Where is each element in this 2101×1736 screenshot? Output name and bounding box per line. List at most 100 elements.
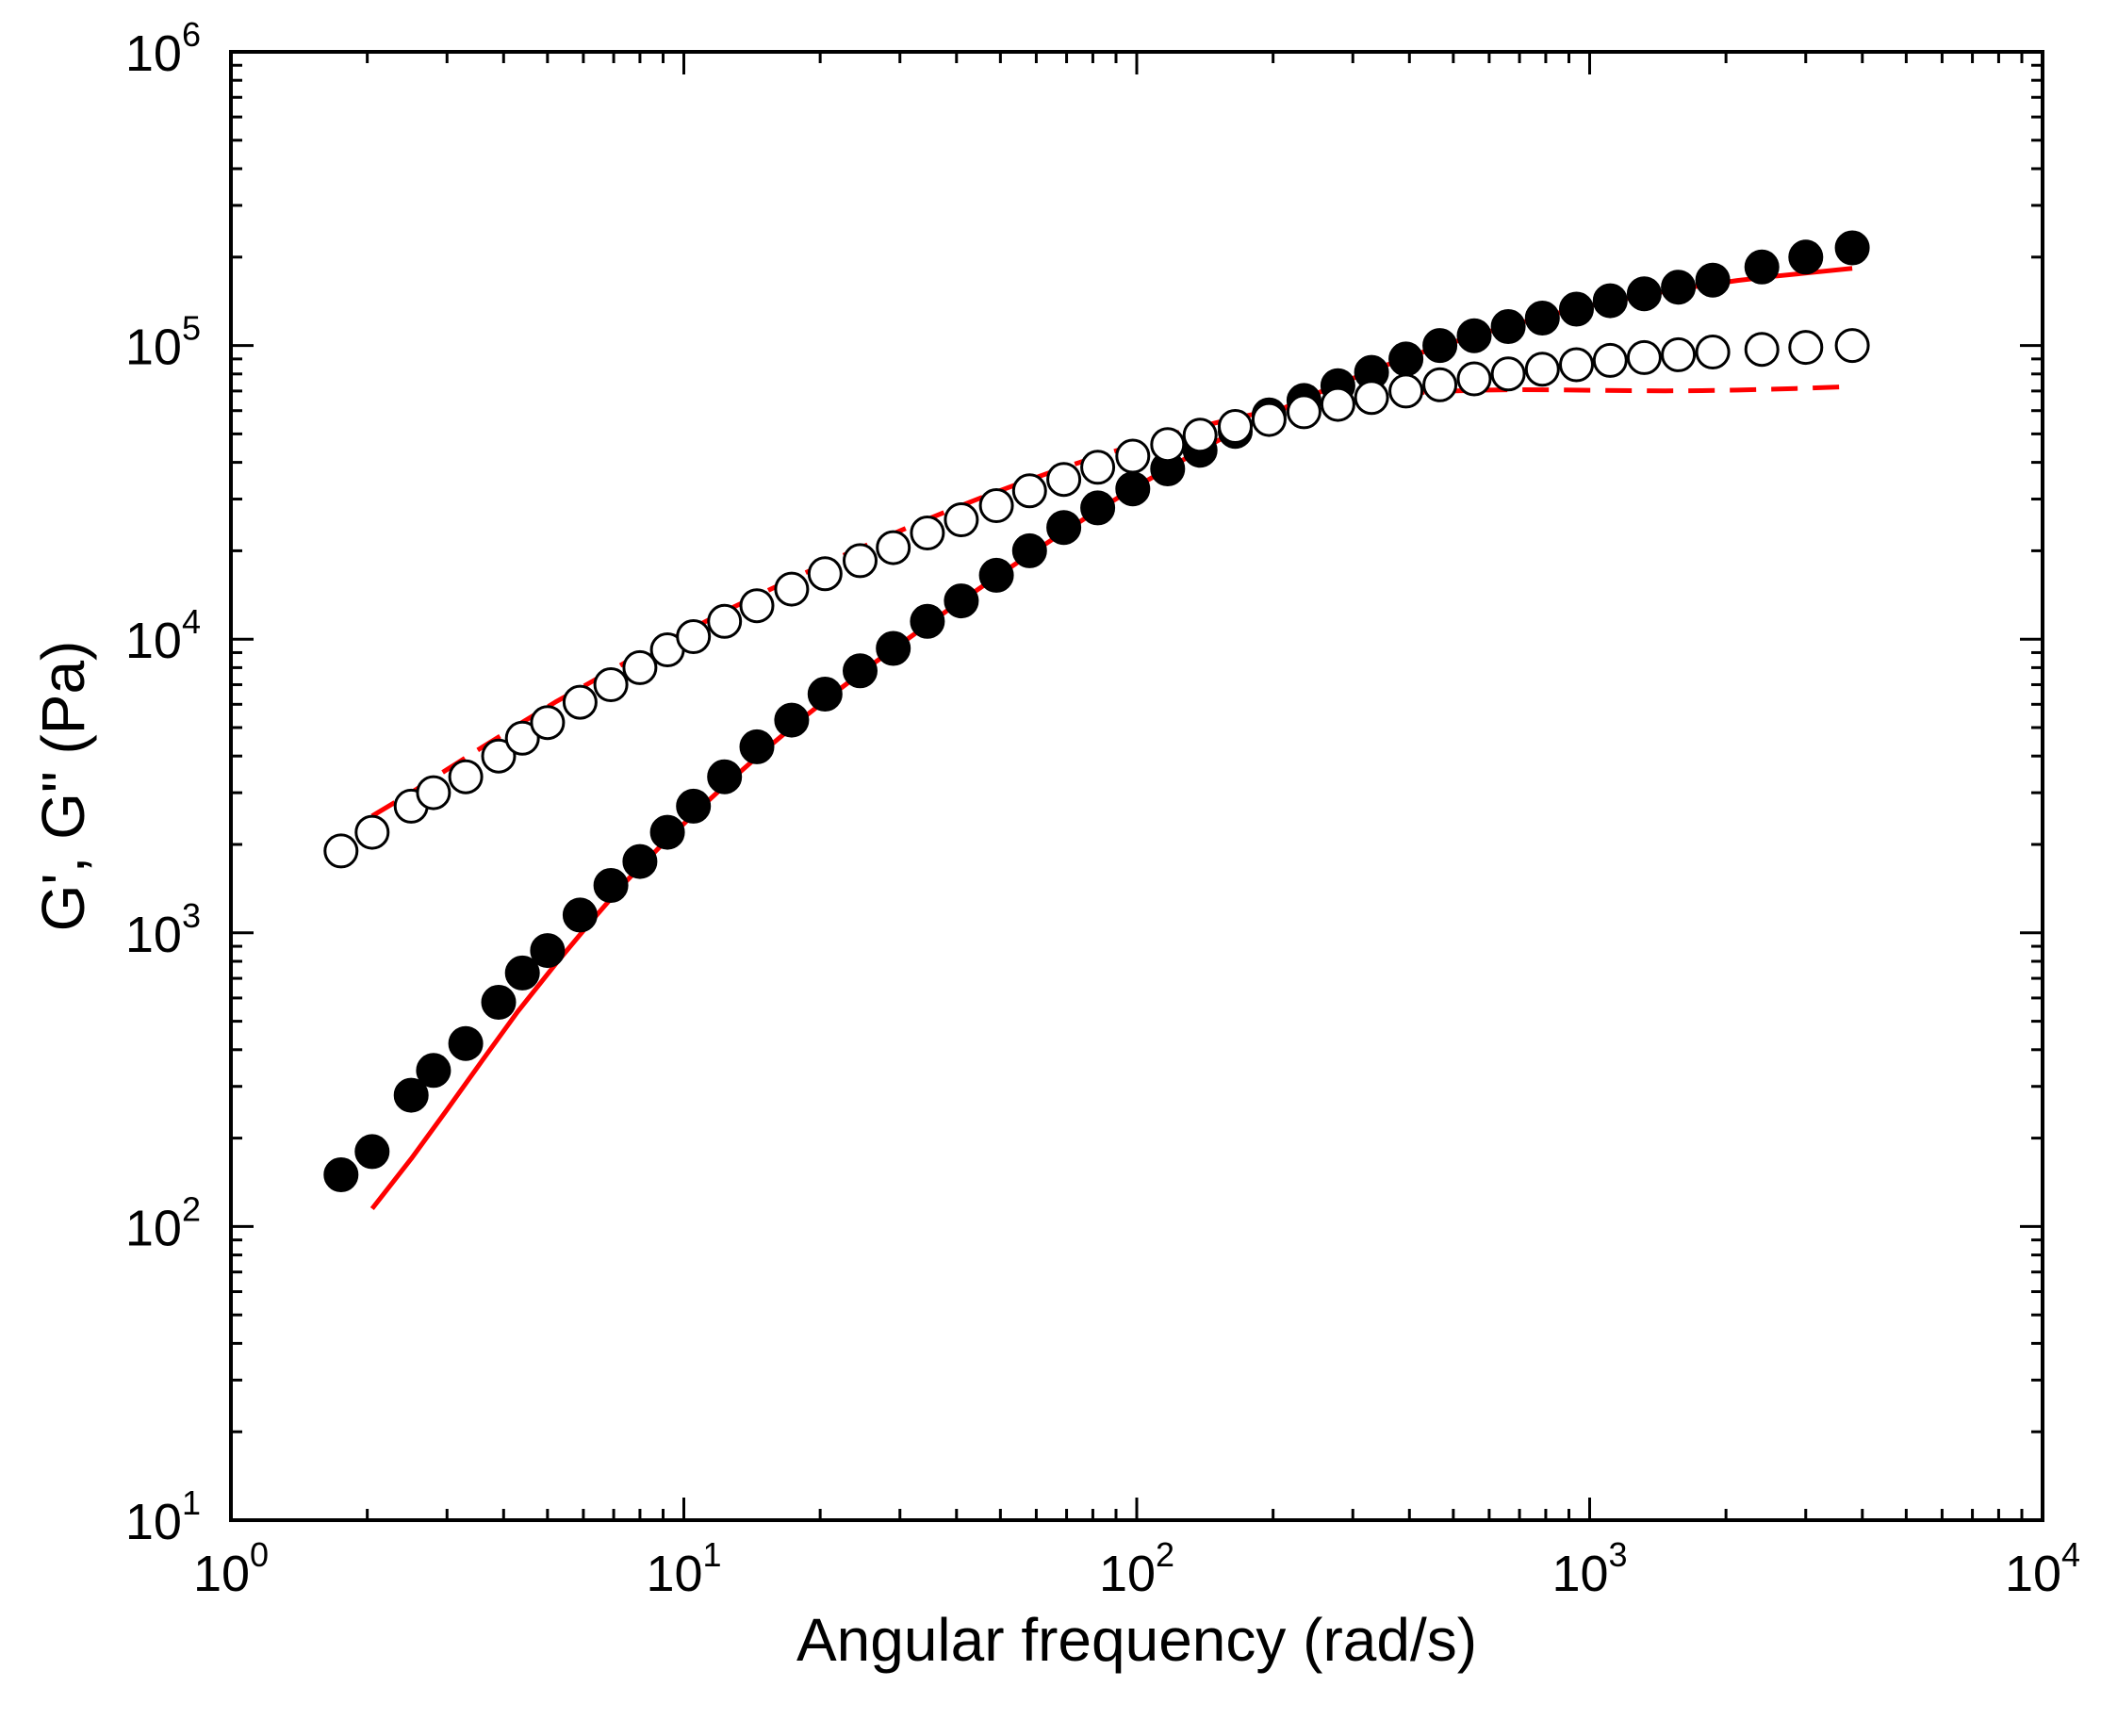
loss-modulus-point [323,833,359,869]
x-tick-base: 10 [193,1546,250,1602]
loss-modulus-point [676,619,712,654]
storage-modulus-point [354,1134,390,1170]
y-tick-label: 106 [125,15,201,82]
storage-modulus-point [739,729,775,764]
loss-modulus-point [1150,427,1186,463]
storage-modulus-point [707,759,743,794]
x-tick-base: 10 [646,1546,702,1602]
loss-modulus-point [1080,450,1116,485]
x-tick-exponent: 1 [703,1535,722,1574]
storage-modulus-point [530,933,566,969]
loss-modulus-point [843,543,878,579]
loss-modulus-point [1559,347,1594,383]
loss-modulus-point [1182,418,1218,453]
loss-modulus-point [1115,438,1151,474]
storage-modulus-point [1011,532,1047,568]
y-tick-base: 10 [125,319,182,376]
x-tick-exponent: 4 [2061,1535,2080,1574]
loss-modulus-point [807,556,843,592]
y-tick-label: 101 [125,1483,201,1550]
storage-modulus-point [1592,283,1628,319]
loss-modulus-point [707,603,743,639]
loss-modulus-point [1011,473,1047,509]
loss-modulus-point [1320,386,1355,422]
storage-modulus-point [978,557,1014,593]
storage-modulus-point [1046,510,1082,546]
loss-modulus-point [504,720,540,756]
storage-modulus-point [649,814,685,850]
storage-modulus-point [1524,301,1560,336]
loss-modulus-point [1524,352,1560,387]
loss-modulus-point [944,502,979,537]
storage-modulus-point [876,631,911,666]
loss-modulus-point [1788,330,1824,366]
y-tick-label: 105 [125,309,201,376]
loss-modulus-point [1388,373,1424,409]
x-tick-exponent: 0 [250,1535,269,1574]
loss-modulus-point [1422,367,1458,402]
x-tick-base: 10 [2005,1546,2061,1602]
x-tick-label: 101 [646,1535,721,1602]
storage-modulus-point [1115,471,1151,507]
y-tick-base: 10 [125,613,182,669]
y-tick-exponent: 4 [182,602,201,641]
y-tick-exponent: 6 [182,15,201,54]
storage-modulus-point [1559,291,1594,327]
loss-modulus-point [1251,401,1287,437]
storage-modulus-point [562,897,598,933]
x-tick-exponent: 2 [1156,1535,1174,1574]
x-tick-label: 100 [193,1535,269,1602]
x-tick-base: 10 [1551,1546,1608,1602]
storage-modulus-point [1626,276,1662,312]
loss-modulus-point [416,775,451,811]
loss-modulus-point [1592,342,1628,378]
y-tick-label: 102 [125,1189,201,1256]
loss-modulus-point [593,667,629,702]
y-axis-title: G', G" (Pa) [29,641,97,932]
storage-modulus-point [481,985,517,1020]
x-axis-title: Angular frequency (rad/s) [796,1606,1477,1674]
storage-modulus-point [1080,490,1116,526]
loss-modulus-point [481,738,517,774]
storage-modulus-point [1834,230,1870,266]
x-tick-label: 102 [1099,1535,1174,1602]
storage-modulus-point [676,788,712,824]
storage-modulus-point [1490,309,1526,344]
loss-modulus-point [978,488,1014,523]
y-tick-label: 104 [125,602,201,669]
loss-modulus-point [774,571,810,607]
storage-modulus-point [910,603,945,639]
loss-modulus-point [1286,394,1321,430]
storage-modulus-point [1744,249,1780,285]
loss-modulus-point [1354,380,1389,416]
loss-modulus-point [1744,332,1780,368]
storage-modulus-point [1422,328,1458,364]
storage-modulus-point [807,677,843,712]
storage-modulus-point [323,1157,359,1192]
storage-modulus-point [593,868,629,903]
loss-modulus-point [1218,409,1253,444]
plot-frame [229,50,2044,1522]
loss-modulus-point [739,588,775,624]
y-tick-exponent: 3 [182,896,201,935]
loss-modulus-point [910,516,945,550]
loss-modulus-point [1046,462,1082,498]
storage-modulus-point [416,1053,451,1089]
x-tick-label: 104 [2005,1535,2080,1602]
storage-modulus-point [504,955,540,991]
loss-modulus-point [354,814,390,850]
y-tick-label: 103 [125,896,201,963]
storage-modulus-point [944,583,979,619]
loss-modulus-point [1834,328,1870,364]
y-tick-exponent: 1 [182,1483,201,1522]
storage-modulus-point [774,702,810,738]
loss-modulus-point [1490,356,1526,392]
storage-modulus-point [1661,270,1697,305]
y-tick-base: 10 [125,1494,182,1550]
storage-modulus-point [622,843,658,879]
storage-modulus-point [1388,341,1424,377]
storage-modulus-point [393,1077,429,1113]
y-tick-base: 10 [125,25,182,82]
loss-modulus-point [562,684,598,720]
